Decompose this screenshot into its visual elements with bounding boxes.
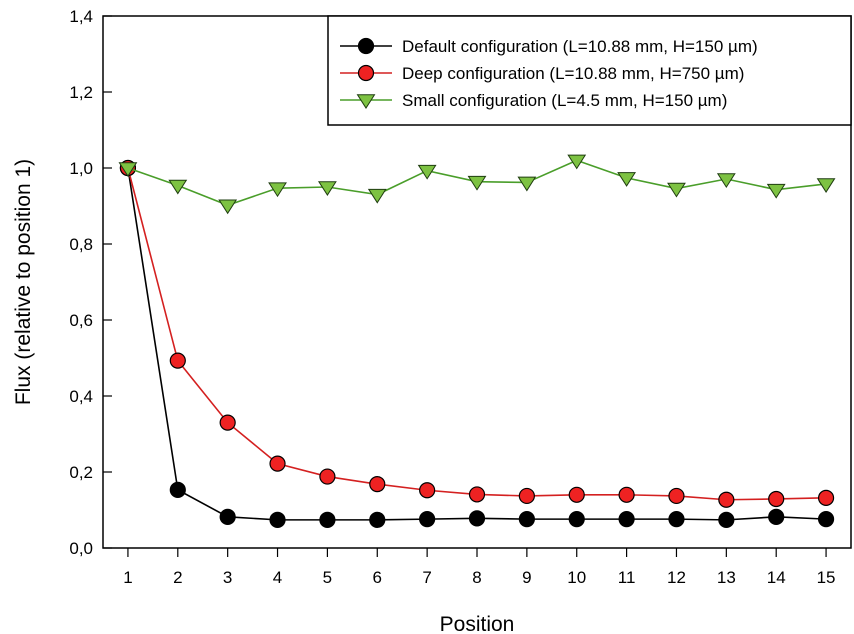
data-point (568, 511, 585, 528)
legend-entry: Deep configuration (L=10.88 mm, H=750 µm… (340, 64, 744, 83)
data-point (618, 511, 635, 528)
series-line (127, 167, 827, 521)
data-point (567, 154, 587, 170)
legend-marker (357, 37, 375, 55)
data-point (269, 511, 286, 528)
data-point (667, 182, 686, 198)
data-point (219, 414, 236, 431)
data-point (417, 164, 437, 180)
y-tick-label: 1,4 (69, 7, 93, 26)
data-point (617, 172, 637, 187)
data-point (369, 511, 386, 528)
data-point (319, 511, 336, 528)
data-point (218, 199, 238, 215)
x-tick-label: 2 (173, 568, 182, 587)
legend-entry: Small configuration (L=4.5 mm, H=150 µm) (340, 91, 727, 110)
y-axis-title: Flux (relative to position 1) (12, 159, 35, 405)
x-axis-title: Position (440, 613, 515, 634)
data-point (668, 511, 685, 528)
data-point (268, 182, 287, 198)
data-point (817, 489, 835, 506)
y-tick-label: 1,2 (69, 83, 93, 102)
legend-label: Small configuration (L=4.5 mm, H=150 µm) (402, 91, 727, 110)
data-point (169, 352, 186, 369)
y-tick-label: 1,0 (69, 159, 93, 178)
x-tick-label: 9 (522, 568, 531, 587)
x-tick-label: 8 (472, 568, 481, 587)
x-axis: 1 2 3 4 5 6 7 8 9 10 11 12 13 14 15 (123, 548, 836, 587)
data-point (718, 491, 735, 508)
data-point (518, 511, 535, 528)
series-3 (118, 154, 836, 215)
y-axis: 0,0 0,2 0,4 0,6 0,8 1,0 1,2 1,4 (69, 7, 112, 558)
y-tick-label: 0,8 (69, 235, 93, 254)
legend-label: Deep configuration (L=10.88 mm, H=750 µm… (402, 64, 744, 83)
x-tick-label: 14 (767, 568, 786, 587)
series-1 (119, 159, 835, 528)
data-point (816, 178, 836, 193)
data-point (568, 486, 585, 503)
data-point (269, 455, 286, 472)
data-point (169, 481, 186, 498)
x-tick-label: 6 (373, 568, 382, 587)
data-point (419, 482, 436, 499)
x-tick-label: 13 (717, 568, 736, 587)
data-point (219, 508, 236, 525)
x-tick-label: 1 (123, 568, 132, 587)
data-point (716, 173, 736, 189)
data-point (118, 162, 138, 178)
legend-box (327, 15, 852, 126)
data-point (419, 511, 436, 528)
data-point (369, 476, 386, 493)
y-tick-label: 0,4 (69, 387, 93, 406)
x-tick-label: 7 (422, 568, 431, 587)
x-tick-label: 12 (667, 568, 686, 587)
series-layer (118, 154, 836, 528)
data-point (317, 181, 337, 197)
data-point (467, 175, 487, 191)
y-tick-label: 0,2 (69, 463, 93, 482)
data-point (768, 508, 785, 525)
data-point (517, 176, 537, 192)
x-tick-label: 3 (223, 568, 232, 587)
x-tick-label: 5 (323, 568, 332, 587)
data-point (319, 468, 336, 485)
legend-entry: Default configuration (L=10.88 mm, H=150… (340, 37, 758, 56)
y-tick-label: 0,6 (69, 311, 93, 330)
data-point (367, 188, 387, 204)
data-point (668, 487, 685, 505)
data-point (766, 183, 786, 199)
legend-label: Default configuration (L=10.88 mm, H=150… (402, 37, 758, 56)
data-point (817, 511, 835, 528)
data-point (168, 179, 188, 195)
data-point (468, 510, 486, 527)
x-tick-label: 15 (817, 568, 836, 587)
data-point (518, 487, 535, 505)
x-tick-label: 10 (567, 568, 586, 587)
y-tick-label: 0,0 (69, 539, 93, 558)
x-tick-label: 11 (618, 568, 636, 587)
x-tick-label: 4 (273, 568, 282, 587)
legend: Default configuration (L=10.88 mm, H=150… (327, 15, 852, 126)
legend-marker (357, 64, 375, 82)
data-point (768, 490, 785, 508)
data-point (718, 511, 735, 528)
data-point (468, 486, 486, 503)
series-line (127, 167, 827, 501)
legend-marker (356, 94, 376, 110)
data-point (618, 486, 635, 503)
